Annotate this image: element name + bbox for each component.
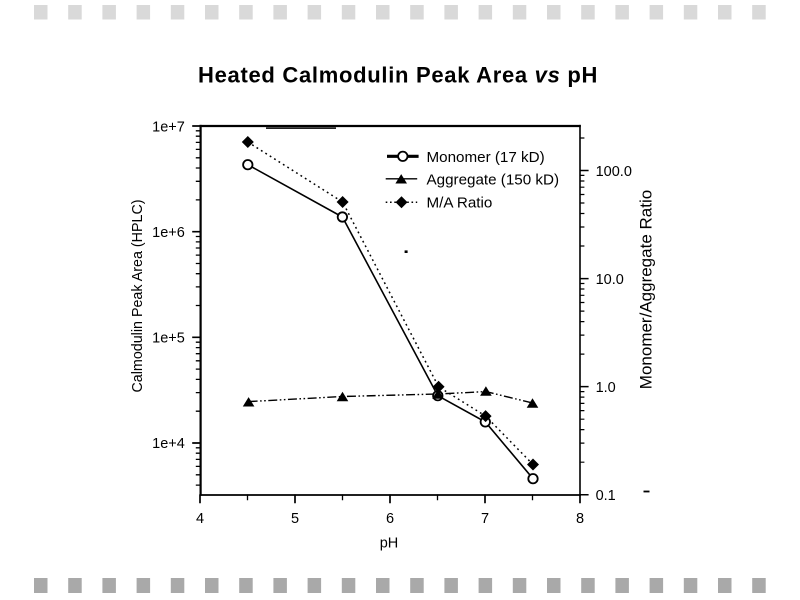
svg-text:6: 6 [386, 511, 394, 527]
svg-text:100.0: 100.0 [596, 164, 632, 180]
svg-text:Monomer/Aggregate Ratio: Monomer/Aggregate Ratio [637, 190, 656, 389]
svg-text:1e+7: 1e+7 [152, 120, 185, 136]
svg-text:1e+6: 1e+6 [152, 225, 185, 241]
svg-text:7: 7 [481, 511, 489, 527]
svg-text:Calmodulin Peak Area (HPLC): Calmodulin Peak Area (HPLC) [130, 199, 146, 392]
svg-text:8: 8 [576, 511, 584, 527]
svg-text:1e+4: 1e+4 [152, 436, 185, 452]
svg-text:10.0: 10.0 [596, 272, 624, 288]
svg-text:M/A Ratio: M/A Ratio [427, 195, 493, 212]
svg-text:4: 4 [196, 511, 204, 527]
svg-text:5: 5 [291, 511, 299, 527]
svg-text:0.1: 0.1 [596, 488, 616, 504]
svg-text:1e+5: 1e+5 [152, 331, 185, 347]
svg-text:Heated Calmodulin Peak Area vs: Heated Calmodulin Peak Area vs pH [198, 63, 598, 88]
svg-text:1.0: 1.0 [596, 380, 616, 396]
svg-text:Monomer (17 kD): Monomer (17 kD) [427, 149, 545, 166]
svg-text:pH: pH [380, 536, 399, 552]
svg-text:Aggregate (150 kD): Aggregate (150 kD) [427, 171, 560, 188]
